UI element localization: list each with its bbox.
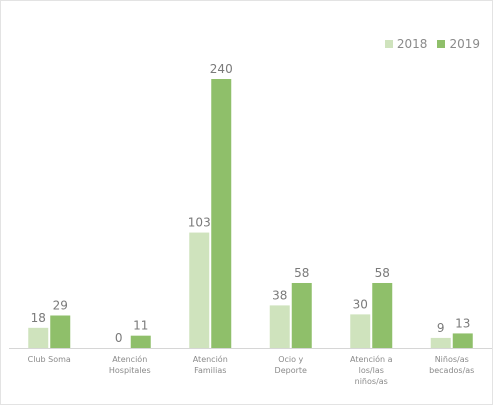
category-label-5: Niños/as becados/as xyxy=(429,355,474,375)
data-label-2019-1: 11 xyxy=(133,319,148,333)
legend-item-2019: 2019 xyxy=(437,37,480,51)
data-label-2019-3: 58 xyxy=(294,266,309,280)
category-label-4: Atención a los/las niños/as xyxy=(350,354,393,386)
legend-swatch-2018 xyxy=(384,40,393,48)
category-label-0: Club Soma xyxy=(28,355,71,364)
legend-swatch-2019 xyxy=(437,40,446,48)
category-label-1: Atención Hospitales xyxy=(109,354,151,375)
bar-2019-4 xyxy=(372,282,393,348)
data-label-2018-2: 103 xyxy=(188,216,211,230)
category-label-2: Atención Familias xyxy=(193,354,228,375)
data-label-2018-3: 38 xyxy=(272,288,287,302)
data-label-2019-4: 58 xyxy=(375,266,390,280)
bar-2018-2 xyxy=(189,232,210,348)
bar-2019-0 xyxy=(50,315,71,348)
legend-label-2018: 2018 xyxy=(396,37,428,51)
bar-2018-3 xyxy=(269,305,290,348)
legend-label-2019: 2019 xyxy=(449,37,480,51)
data-label-2018-5: 9 xyxy=(437,321,445,335)
data-label-2019-5: 13 xyxy=(455,316,470,330)
data-label-2019-2: 240 xyxy=(210,62,233,76)
bar-2019-3 xyxy=(291,282,312,348)
data-label-2018-4: 30 xyxy=(353,297,368,311)
data-label-2019-0: 29 xyxy=(53,298,68,312)
category-label-3: Ocio y Deporte xyxy=(275,355,307,375)
bar-2018-5 xyxy=(430,337,451,348)
bar-2018-4 xyxy=(350,314,371,348)
bar-2019-2 xyxy=(211,79,232,348)
data-label-2018-1: 0 xyxy=(115,331,123,345)
legend: 2018 2019 xyxy=(384,37,480,51)
bar-2019-5 xyxy=(452,333,473,348)
legend-item-2018: 2018 xyxy=(384,37,428,51)
bar-2019-1 xyxy=(130,335,151,348)
data-label-2018-0: 18 xyxy=(31,311,46,325)
bar-2018-0 xyxy=(28,327,49,348)
